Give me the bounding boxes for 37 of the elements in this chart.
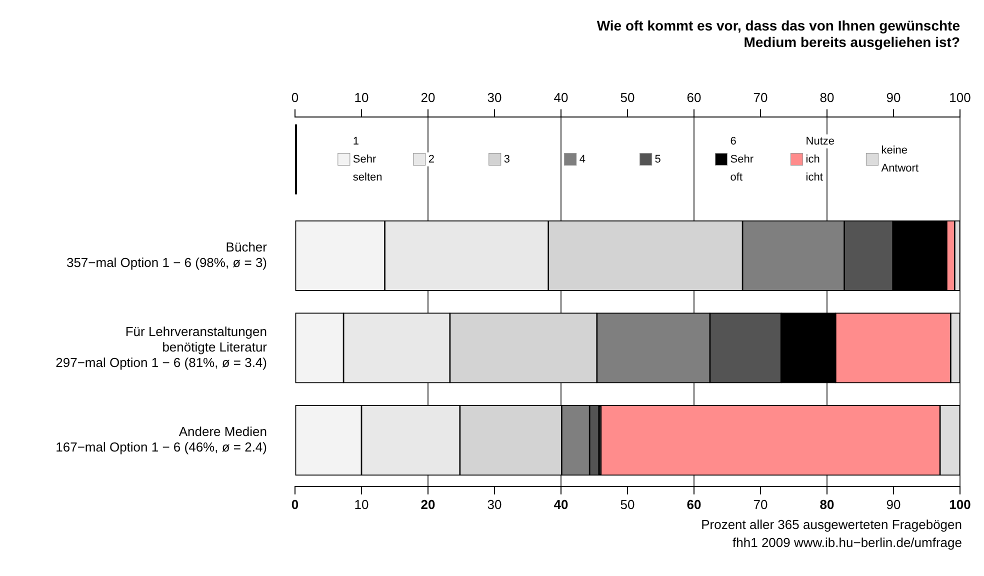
x-tick-label: 70 (753, 496, 768, 512)
x-tick-label: 0 (291, 496, 299, 512)
x-tick-label: 20 (420, 496, 436, 512)
x-tick-label: 30 (487, 496, 502, 512)
x2-tick-label: 90 (886, 90, 901, 105)
x2-tick-label: 10 (354, 90, 369, 105)
x2-tick-label: 80 (820, 90, 834, 105)
y-tick-label: Andere Medien 167−mal Option 1 − 6 (46%, ø = 2.4) (56, 424, 267, 455)
text: Wie oft kommt es vor, dass das von Ihnen gewünschte (596, 17, 960, 34)
text: Prozent aller 365 ausgewerteten Fragebögen (700, 516, 962, 534)
legend-label: 6 Sehr oft (730, 135, 754, 184)
x2-tick-label: 50 (620, 90, 635, 105)
x-tick-label: 50 (620, 496, 635, 512)
x-tick-label: 40 (554, 496, 568, 512)
text: Medium bereits ausgeliehen ist? (744, 34, 960, 50)
text: fhh1 2009 www.ib.hu−berlin.de/umfrage (732, 534, 962, 552)
x-tick-label: 90 (886, 496, 901, 512)
y-tick-label: Bücher 357−mal Option 1 − 6 (98%, ø = 3) (66, 239, 268, 270)
legend-label: 5 (654, 153, 661, 166)
x2-tick-label: 100 (949, 90, 971, 105)
legend-label: 2 (428, 153, 434, 166)
y-tick-label: Für Lehrveranstaltungen benötigte Literatur 297−mal Option 1 − 6 (81%, ø = 3.4) (56, 324, 268, 370)
x2-tick-label: 70 (753, 90, 768, 105)
legend-label: Nutze ich icht (806, 135, 835, 184)
x2-tick-label: 30 (487, 90, 502, 105)
x2-tick-label: 0 (291, 90, 299, 105)
legend-label: keine Antwort (881, 144, 919, 174)
x2-tick-label: 40 (554, 90, 568, 105)
legend-label: 1 Sehr selten (352, 135, 382, 184)
x2-tick-label: 60 (686, 90, 702, 105)
x2-tick-label: 20 (420, 90, 436, 105)
legend-label: 3 (504, 153, 510, 166)
legend-label: 4 (579, 153, 586, 166)
x-tick-label: 100 (949, 496, 971, 512)
x-tick-label: 80 (820, 496, 834, 512)
x-tick-label: 10 (354, 496, 369, 512)
x-tick-label: 60 (686, 496, 702, 512)
